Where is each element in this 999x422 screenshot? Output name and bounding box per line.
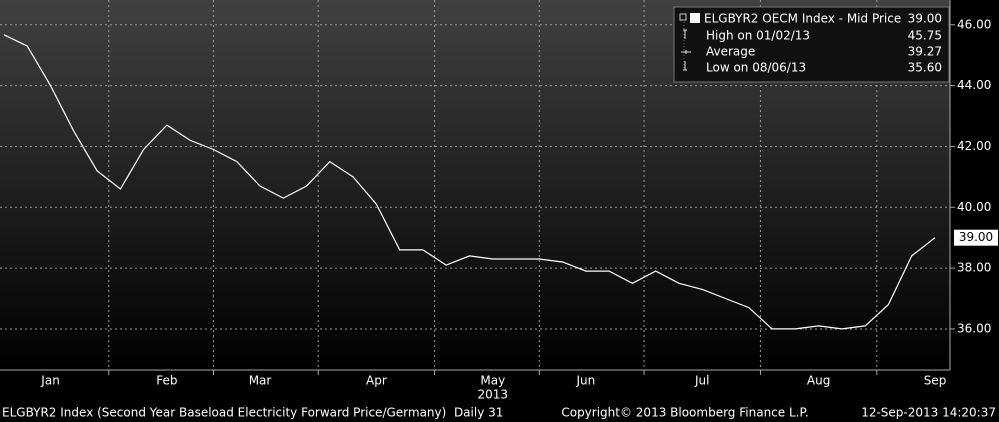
footer-right: 12-Sep-2013 14:20:37 [861,406,996,420]
legend-swatch [690,13,700,23]
footer-center: Copyright© 2013 Bloomberg Finance L.P. [561,406,808,420]
x-tick-label: Mar [249,374,272,388]
x-tick-label: Jan [40,374,60,388]
legend-icon [683,29,687,39]
x-tick-label: Feb [156,374,177,388]
x-tick-label: Jul [694,374,709,388]
legend-icon [681,50,691,54]
legend-stat-value: 45.75 [908,29,942,43]
legend-icon [679,13,687,21]
legend-stat-value: 35.60 [908,61,942,75]
y-tick-label: 40.00 [957,200,991,214]
legend-value: 39.00 [908,12,942,26]
legend-stat-value: 39.27 [908,45,942,59]
legend-stat: Low on 08/06/13 [706,61,806,75]
x-tick-label: Sep [924,374,947,388]
x-tick-label: Apr [366,374,387,388]
x-tick-label: Jun [576,374,596,388]
legend-stat: High on 01/02/13 [706,29,810,43]
y-tick-label: 46.00 [957,17,991,31]
x-tick-label: Aug [807,374,830,388]
y-tick-label: 44.00 [957,78,991,92]
footer-left: ELGBYR2 Index (Second Year Baseload Elec… [2,406,503,420]
last-price-label: 39.00 [959,230,993,244]
x-sublabel: 2013 [478,388,509,402]
legend-box [673,6,950,83]
x-tick-label: May [480,374,505,388]
y-tick-label: 36.00 [957,321,991,335]
last-price-box [954,229,998,246]
legend-entry: ELGBYR2 OECM Index - Mid Price [704,12,901,26]
legend-stat: Average [706,45,755,59]
y-tick-label: 38.00 [957,261,991,275]
legend: ELGBYR2 OECM Index - Mid Price 39.00 Hig… [673,6,950,83]
y-tick-label: 42.00 [957,139,991,153]
legend-icon [683,61,687,71]
price-line [3,34,936,330]
